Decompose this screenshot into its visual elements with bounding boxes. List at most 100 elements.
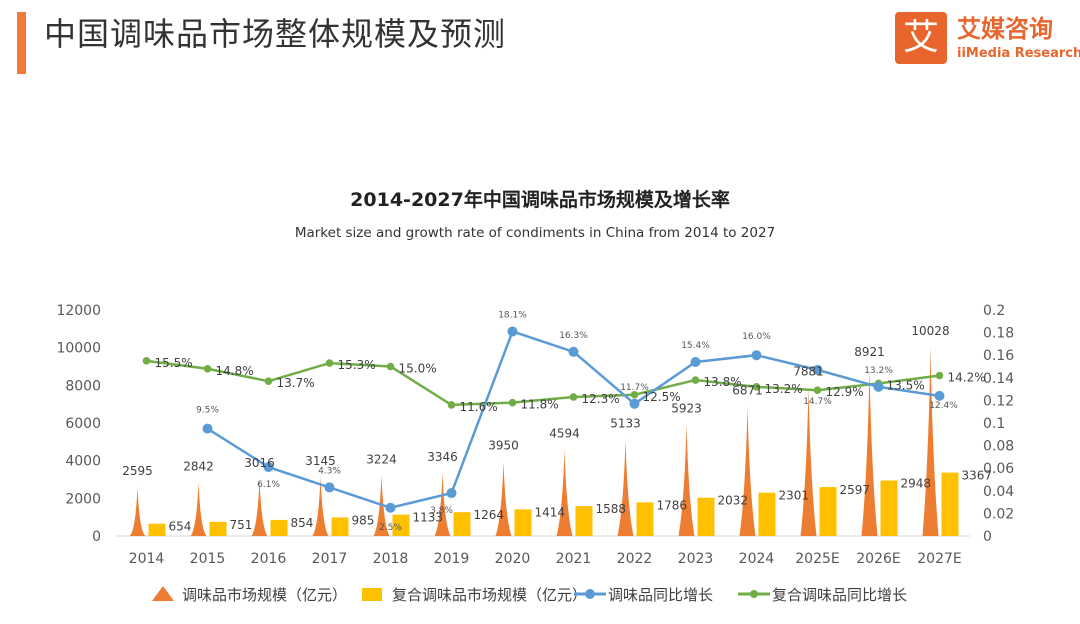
compound-size-bar [331, 517, 349, 536]
condiment-growth-point [507, 326, 518, 337]
market-size-label: 3145 [305, 454, 336, 468]
compound-size-bar [697, 497, 715, 536]
market-size-triangle [922, 347, 939, 536]
compound-growth-label: 14.2% [948, 371, 986, 385]
market-size-triangle [678, 424, 695, 536]
compound-size-bar [819, 487, 837, 536]
y-left-tick-label: 8000 [65, 378, 101, 394]
market-size-triangle [251, 479, 268, 536]
compound-growth-label: 12.3% [582, 392, 620, 406]
compound-size-bar [270, 519, 288, 536]
x-tick-label: 2018 [373, 551, 409, 567]
market-size-label: 4594 [549, 426, 580, 440]
condiment-growth-point [385, 502, 396, 513]
x-tick-label: 2016 [251, 551, 287, 567]
condiment-growth-line [206, 329, 940, 510]
iimedia-logo: 艾 艾媒咨询 iiMedia Research [895, 12, 1080, 68]
compound-size-label: 654 [169, 520, 192, 534]
market-size-label: 5133 [610, 416, 641, 430]
compound-growth-point [447, 401, 456, 409]
condiment-growth-point [446, 488, 457, 499]
compound-growth-point [203, 364, 212, 373]
legend-bar-icon [362, 588, 382, 601]
compound-growth-point [752, 383, 761, 391]
logo-mark-icon: 艾 [895, 12, 947, 64]
x-tick-label: 2015 [190, 551, 226, 567]
y-left-tick-label: 10000 [56, 341, 101, 357]
compound-growth-point [325, 359, 334, 367]
compound-growth-point [630, 390, 639, 399]
compound-size-bar [453, 512, 471, 536]
compound-size-label: 2948 [901, 476, 932, 490]
plot-area: 0 2000 4000 6000 8000 10000 12000 0 0.02 0.04 0.06… [56, 303, 1014, 567]
y-right-tick-label: 0.14 [983, 371, 1014, 387]
market-size-triangle [190, 482, 207, 536]
condiment-growth-label: 6.1% [257, 480, 280, 490]
market-size-label: 6871 [732, 384, 763, 398]
compound-growth-label: 15.5% [155, 356, 193, 370]
x-tick-label: 2027E [917, 551, 961, 567]
compound-size-bar [758, 492, 776, 536]
condiment-growth-label: 11.7% [620, 383, 649, 393]
compound-growth-point [386, 362, 395, 371]
compound-size-label: 854 [291, 516, 314, 530]
y-left-tick-label: 12000 [56, 303, 101, 319]
compound-size-label: 2597 [840, 483, 871, 497]
x-tick-label: 2023 [678, 551, 714, 567]
compound-growth-label: 15.3% [338, 358, 376, 372]
condiment-growth-point [751, 350, 762, 361]
market-size-label: 5923 [671, 401, 702, 415]
condiment-growth-label: 12.4% [929, 401, 958, 411]
compound-size-label: 1133 [413, 511, 444, 525]
logo-name-en: iiMedia Research [957, 46, 1080, 61]
condiment-growth-label: 2.5% [379, 523, 402, 533]
y-left-tick-label: 4000 [65, 454, 101, 470]
market-size-label: 2842 [183, 459, 214, 473]
compound-growth-label: 13.7% [277, 376, 315, 390]
condiment-growth-label: 18.1% [498, 310, 527, 320]
compound-growth-label: 15.0% [399, 362, 437, 376]
market-size-triangle [556, 449, 573, 536]
compound-growth-label: 11.6% [460, 400, 498, 414]
market-size-label: 7881 [793, 365, 824, 379]
chart-title: 2014-2027年中国调味品市场规模及增长率 [350, 188, 730, 211]
compound-growth-point [569, 393, 578, 401]
compound-size-bar [514, 509, 532, 536]
compound-growth-label: 12.5% [643, 390, 681, 404]
market-size-triangle [312, 476, 329, 536]
legend-marker-icon [750, 590, 758, 598]
legend-label: 调味品同比增长 [608, 586, 713, 604]
y-right-tick-label: 0.18 [983, 326, 1014, 342]
market-size-label: 10028 [911, 324, 949, 338]
condiment-growth-point [324, 482, 335, 493]
compound-size-bar [392, 514, 410, 536]
market-size-label: 8921 [854, 345, 885, 359]
legend-label: 复合调味品市场规模（亿元） [392, 586, 587, 604]
condiment-growth-point [568, 346, 579, 357]
compound-size-bar [209, 521, 227, 536]
condiment-growth-label: 16.0% [742, 332, 771, 342]
compound-size-label: 2032 [718, 494, 749, 508]
y-right-tick-label: 0.08 [983, 439, 1014, 455]
compound-growth-point [935, 371, 944, 380]
market-size-label: 3346 [427, 450, 458, 464]
chart-subtitle: Market size and growth rate of condiment… [295, 225, 775, 241]
legend: 调味品市场规模（亿元） 复合调味品市场规模（亿元） 调味品同比增长 复合调味品同比增长 [152, 586, 907, 604]
condiment-growth-label: 16.3% [559, 331, 588, 341]
x-tick-label: 2024 [739, 551, 775, 567]
legend-item: 复合调味品同比增长 [738, 586, 907, 604]
y-left-tick-label: 0 [92, 529, 101, 545]
y-right-tick-label: 0.06 [983, 461, 1014, 477]
y-right-tick-label: 0 [983, 529, 992, 545]
condiment-growth-label: 4.3% [318, 466, 341, 476]
condiment-growth-point [629, 398, 640, 409]
compound-size-bar [636, 502, 654, 536]
condiment-growth-label: 13.2% [864, 366, 893, 376]
y-left-tick-label: 6000 [65, 416, 101, 432]
market-size-triangle [617, 439, 634, 536]
condiment-growth-point [690, 356, 701, 367]
compound-growth-label: 12.9% [826, 385, 864, 399]
legend-label: 复合调味品同比增长 [772, 586, 907, 604]
compound-growth-point [264, 377, 273, 385]
legend-label: 调味品市场规模（亿元） [182, 586, 347, 604]
